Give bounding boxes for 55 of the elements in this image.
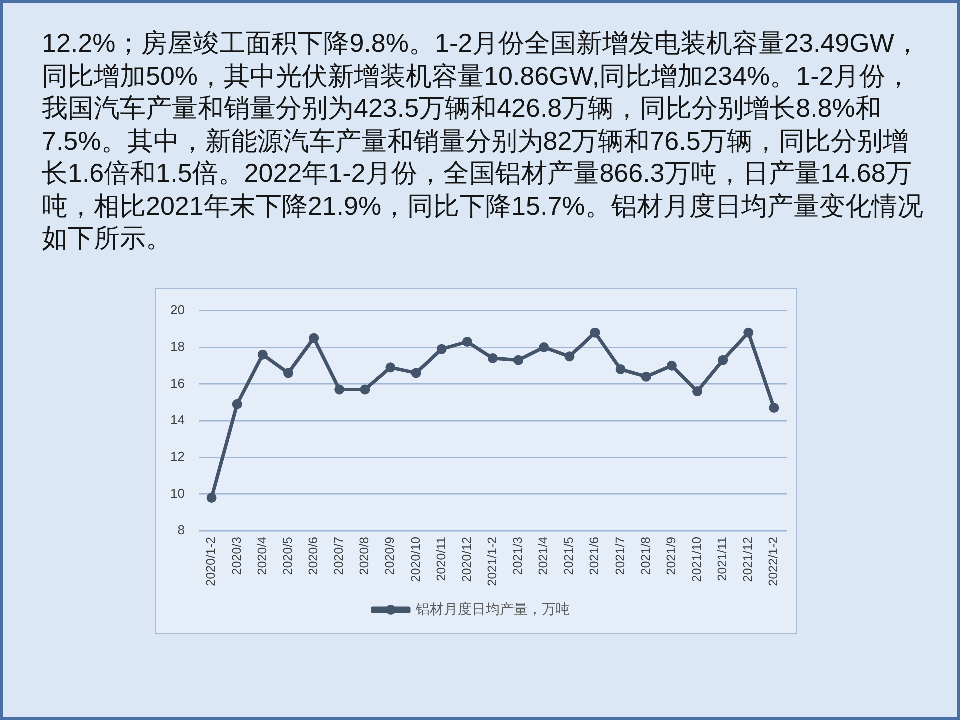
point [462, 336, 472, 347]
y-tick-label: 18 [170, 339, 185, 354]
point [769, 403, 780, 414]
point [258, 350, 268, 360]
point [436, 344, 447, 354]
x-tick-label: 2020/6 [306, 536, 320, 576]
y-tick-label: 12 [170, 449, 185, 464]
x-tick-label: 2021/11 [716, 536, 730, 582]
x-tick-label: 2021/8 [638, 536, 653, 576]
point [564, 352, 575, 362]
y-tick-label: 14 [170, 412, 185, 428]
x-tick-label: 2021/3 [511, 536, 526, 576]
point [666, 360, 677, 371]
point [744, 328, 754, 338]
chart-subtitle: 12.2%；房屋竣工面积下降9.8%。1-2月份全国新增发电装机容量23.49GW，同比增加50%，其中光伏新增装机容量10.86GW,同比增加234%。1-2月份，我国汽车产量和销量分别为423.5万辆和426.8万辆，同比分别增长8.8%和7.5%。其中，新能源汽车产量和销量分别为82万辆和76.5万辆，同比分别增长1.6倍和1.5倍。2022年1-2月份，全国铝材产量866.3万吨，日产量14.68万吨，相比2021年末下降21.9%，同比下降15.7%。铝材月度日均产量变化情况如下所示。 [42, 27, 924, 254]
point [590, 328, 600, 338]
point [334, 384, 345, 395]
legend-label: 铝材月度日均产量，万吨 [415, 600, 570, 617]
x-tick-label: 2021/6 [588, 536, 602, 576]
x-tick-label: 2021/4 [536, 536, 551, 576]
x-tick-label: 2021/9 [664, 536, 678, 576]
point [514, 355, 524, 366]
x-tick-label: 2020/3 [230, 536, 244, 576]
x-tick-label: 2020/12 [460, 536, 474, 582]
point [232, 399, 242, 410]
x-tick-label: 2020/9 [383, 536, 398, 576]
x-tick-label: 2020/5 [280, 536, 295, 576]
x-tick-label: 2020/7 [332, 536, 346, 576]
x-tick-label: 2020/11 [434, 536, 448, 582]
x-tick-label: 2021/10 [690, 536, 704, 582]
point [616, 364, 626, 375]
y-tick-label: 10 [170, 486, 185, 501]
x-tick-label: 2022/1-2 [766, 536, 781, 586]
point [411, 368, 422, 378]
x-tick-label: 2021/5 [562, 536, 576, 576]
y-tick-label: 8 [178, 522, 185, 538]
point [692, 386, 703, 397]
point [309, 333, 320, 344]
x-tick-label: 2021/1-2 [485, 536, 500, 586]
x-tick-label: 2021/12 [741, 536, 756, 582]
point [539, 342, 550, 352]
point [718, 355, 728, 366]
x-tick-label: 2021/7 [613, 536, 628, 576]
x-tick-label: 2020/1-2 [204, 536, 218, 586]
point [386, 362, 396, 373]
point [488, 354, 498, 364]
x-tick-label: 2020/8 [358, 536, 372, 576]
point [206, 492, 217, 503]
y-tick-label: 20 [170, 302, 185, 318]
point [641, 372, 652, 382]
y-tick-label: 16 [170, 376, 185, 391]
x-tick-label: 2020/10 [408, 536, 423, 582]
x-tick-label: 2020/4 [255, 536, 270, 576]
point [360, 384, 370, 395]
point [283, 368, 294, 378]
